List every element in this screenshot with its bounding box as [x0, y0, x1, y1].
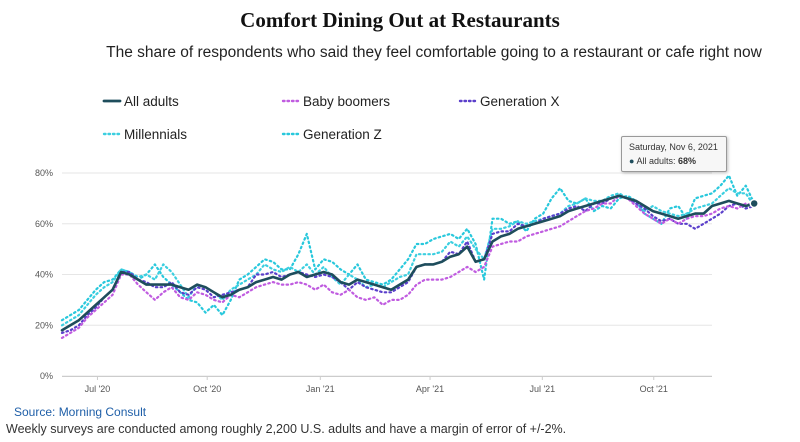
x-tick-label: Oct '21	[640, 384, 668, 394]
y-tick-label: 0%	[40, 371, 53, 381]
tooltip-value: 68%	[678, 156, 697, 166]
legend-label: Baby boomers	[303, 94, 390, 109]
x-tick-label: Jul '20	[85, 384, 111, 394]
hover-marker	[749, 198, 759, 209]
chart-title: Comfort Dining Out at Restaurants	[240, 8, 560, 32]
series-line-all-adults[interactable]	[60, 194, 756, 332]
legend-label: Millennials	[124, 127, 187, 142]
legend-item-generation-x[interactable]: Generation X	[458, 94, 560, 109]
legend-label: Generation Z	[303, 127, 382, 142]
series-line-generation-z[interactable]	[60, 174, 756, 322]
series-lines	[60, 174, 756, 339]
tooltip: Saturday, Nov 6, 2021 ● All adults: 68%	[621, 136, 727, 172]
series-line-baby-boomers[interactable]	[60, 194, 756, 339]
y-tick-label: 40%	[35, 270, 53, 280]
y-tick-label: 20%	[35, 320, 53, 330]
legend-item-baby-boomers[interactable]: Baby boomers	[281, 94, 390, 109]
tooltip-date: Saturday, Nov 6, 2021	[629, 142, 718, 152]
y-tick-label: 80%	[35, 168, 53, 178]
legend-label: Generation X	[480, 94, 560, 109]
y-tick-label: 60%	[35, 219, 53, 229]
chart-subtitle: The share of respondents who said they f…	[106, 44, 762, 61]
x-tick-label: Apr '21	[416, 384, 444, 394]
hover-point[interactable]	[749, 198, 759, 209]
tooltip-bullet: ●	[629, 156, 635, 166]
legend-item-all-adults[interactable]: All adults	[102, 94, 179, 109]
series-line-millennials[interactable]	[60, 187, 756, 327]
source-credit[interactable]: Source: Morning Consult	[14, 405, 147, 419]
legend: All adults Baby boomers Generation X Millen…	[102, 94, 560, 142]
tooltip-row: ● All adults: 68%	[629, 156, 696, 166]
legend-label: All adults	[124, 94, 179, 109]
axes: 0% 20% 40% 60% 80% Jul '20 Oct '20 Jan '21 Apr '…	[35, 168, 712, 394]
legend-item-generation-z[interactable]: Generation Z	[281, 127, 382, 142]
tooltip-series-label: All adults:	[636, 156, 676, 166]
footnote: Weekly surveys are conducted among rough…	[6, 422, 567, 436]
x-tick-label: Jul '21	[529, 384, 555, 394]
x-tick-label: Oct '20	[193, 384, 221, 394]
x-tick-label: Jan '21	[306, 384, 335, 394]
legend-item-millennials[interactable]: Millennials	[102, 127, 187, 142]
